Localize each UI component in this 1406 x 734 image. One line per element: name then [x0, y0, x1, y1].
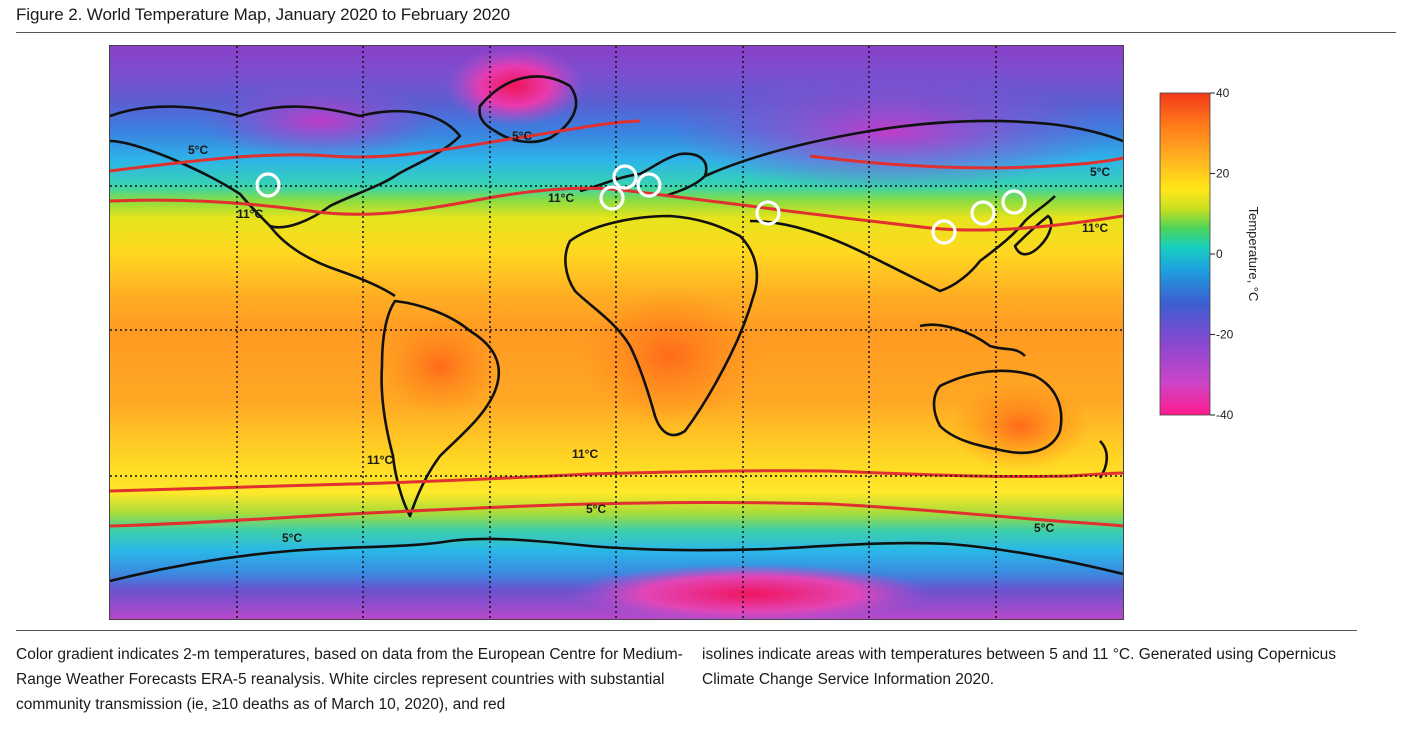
isoline-label: 11°C [237, 207, 263, 221]
circle-japan [1001, 189, 1027, 215]
south-america-warm-region [380, 316, 500, 416]
colorbar-tick-label: 20 [1216, 167, 1230, 181]
central-america-coast [268, 225, 396, 298]
temperature-map: 5°C 5°C 5°C 11°C 11°C 11°C 11°C 11°C 5°C… [109, 45, 1124, 620]
greenland-cold-region [445, 46, 585, 126]
colorbar-tick-label: -20 [1216, 328, 1234, 342]
colorbar-tick-labels: 40 20 0 -20 -40 [1216, 86, 1234, 422]
circle-china [931, 219, 957, 245]
north-5c-isoline-west [110, 119, 641, 173]
colorbar-tick-label: 0 [1216, 247, 1223, 261]
isoline-label: 5°C [586, 502, 606, 516]
isoline-label: 5°C [1090, 165, 1110, 179]
circle-france [612, 164, 638, 190]
canada-cold-region [200, 81, 440, 161]
coastlines [110, 75, 1123, 583]
africa-coast [564, 214, 759, 437]
circle-us-west [255, 172, 281, 198]
north-5c-isoline-east [809, 154, 1123, 170]
isoline-label: 11°C [1082, 221, 1108, 235]
australia-coast [932, 369, 1063, 455]
north-11c-isoline [110, 186, 1123, 232]
antarctica-cold-region [570, 564, 930, 619]
indonesia-coast [919, 323, 1026, 357]
isoline-label: 11°C [367, 453, 393, 467]
colorbar-legend: 40 20 0 -20 -40 Temperature, °C [1150, 80, 1280, 430]
isoline-label: 11°C [548, 191, 574, 205]
circle-italy [636, 172, 662, 198]
circle-korea [970, 200, 996, 226]
bottom-rule [16, 630, 1357, 631]
africa-warm-region [580, 286, 760, 426]
isoline-label: 11°C [572, 447, 598, 461]
colorbar-tick-label: 40 [1216, 86, 1230, 100]
colorbar-svg: 40 20 0 -20 -40 Temperature, °C [1159, 86, 1261, 422]
japan-coast [1013, 214, 1053, 256]
map-svg: 5°C 5°C 5°C 11°C 11°C 11°C 11°C 11°C 5°C… [110, 46, 1123, 619]
circle-spain [599, 185, 625, 211]
top-rule [16, 32, 1396, 33]
circle-iran [755, 200, 781, 226]
isoline-label: 5°C [188, 143, 208, 157]
north-america-coast [110, 105, 462, 229]
figure-title: Figure 2. World Temperature Map, January… [16, 5, 510, 24]
isoline-label: 5°C [1034, 521, 1054, 535]
isoline-label: 5°C [512, 129, 532, 143]
colorbar-gradient [1159, 92, 1211, 416]
greenland-coast [478, 75, 578, 144]
asia-south-coast [749, 195, 1056, 293]
caption-right: isolines indicate areas with temperature… [702, 646, 1337, 688]
europe-coast [579, 152, 708, 198]
colorbar-ticks [1210, 92, 1215, 416]
isoline-label: 5°C [282, 531, 302, 545]
colorbar-tick-label: -40 [1216, 408, 1234, 422]
caption-left: Color gradient indicates 2-m temperature… [16, 646, 683, 713]
australia-warm-region [950, 381, 1090, 471]
south-5c-isoline [110, 501, 1123, 528]
colorbar-label: Temperature, °C [1246, 207, 1261, 302]
transmission-circles [255, 164, 1027, 245]
antarctica-coast [110, 537, 1123, 583]
isoline-labels: 5°C 5°C 5°C 11°C 11°C 11°C 11°C 11°C 5°C… [188, 129, 1110, 545]
siberia-cold-region [670, 71, 1110, 191]
asia-north-coast [704, 119, 1123, 178]
